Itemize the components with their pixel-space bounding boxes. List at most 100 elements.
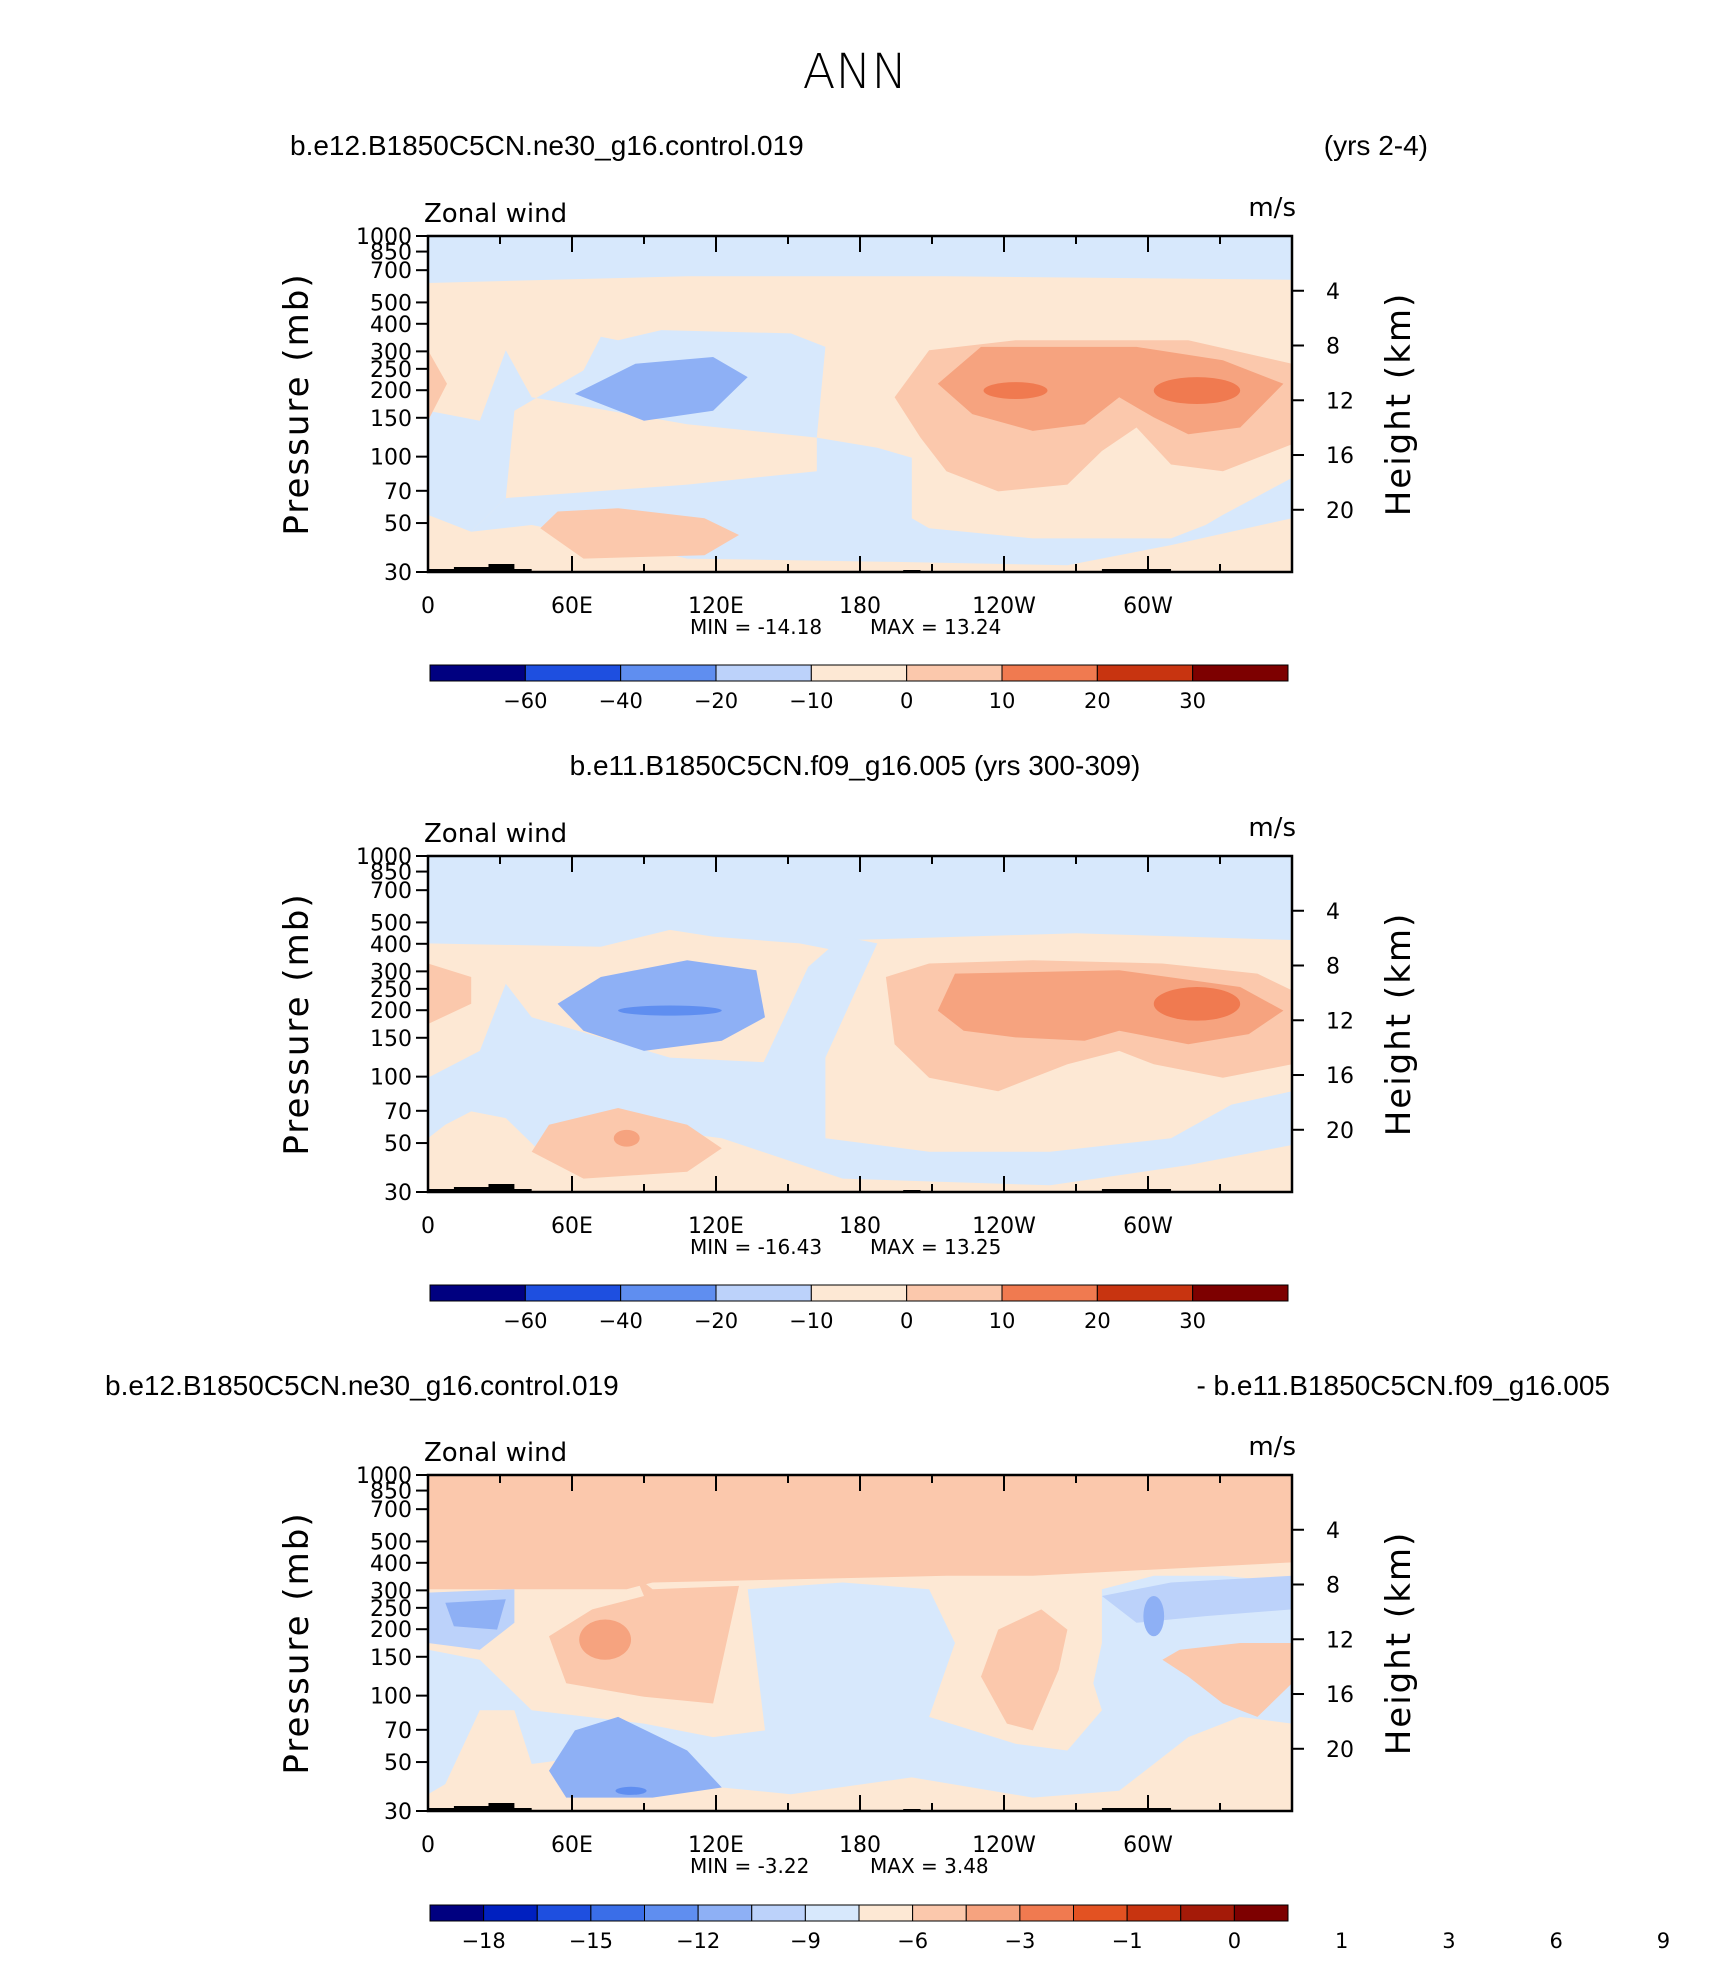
height-tick-label: 16 <box>1326 1064 1354 1089</box>
colorbar-box <box>810 664 908 682</box>
colorbar-box <box>524 1284 622 1302</box>
topography-bar <box>1101 1808 1172 1811</box>
colorbar-box <box>858 1904 914 1922</box>
pressure-tick-label: 400 <box>370 313 412 338</box>
colorbar-box <box>1192 664 1289 682</box>
colorbar: −18−15−12−9−6−3−101369121518 <box>429 1904 1670 1953</box>
pressure-tick-label: 850 <box>370 241 412 266</box>
colorbar-label: 10 <box>989 1309 1016 1333</box>
height-tick-label: 4 <box>1326 900 1340 925</box>
height-tick-label: 4 <box>1326 1519 1340 1544</box>
colorbar-box <box>1096 1284 1194 1302</box>
colorbar-label: 20 <box>1084 689 1111 713</box>
pressure-tick-label: 250 <box>370 978 412 1003</box>
case-title-left: b.e12.B1850C5CN.ne30_g16.control.019 <box>290 130 804 161</box>
colorbar-label: 0 <box>900 689 913 713</box>
height-tick-label: 8 <box>1326 1574 1340 1599</box>
colorbar-label: −20 <box>694 689 738 713</box>
pressure-tick-label: 70 <box>384 1719 412 1744</box>
panel-top: b.e12.B1850C5CN.ne30_g16.control.019 (yrs… <box>277 130 1428 713</box>
lon-tick-label: 180 <box>839 1214 881 1239</box>
pressure-tick-label: 30 <box>384 561 412 586</box>
colorbar-box <box>804 1904 860 1922</box>
colorbar-label: −10 <box>789 1309 833 1333</box>
colorbar-box <box>536 1904 592 1922</box>
colorbar-label: 3 <box>1442 1929 1455 1953</box>
colorbar-label: −15 <box>569 1929 613 1953</box>
lon-tick-label: 120E <box>688 594 744 619</box>
contour-positive-core <box>983 382 1048 399</box>
colorbar-label: 1 <box>1335 1929 1348 1953</box>
contour-positive-west-edge <box>428 963 472 1024</box>
colorbar-label: 10 <box>989 689 1016 713</box>
height-tick-label: 12 <box>1326 389 1354 414</box>
contour-field <box>428 1475 1292 1811</box>
contour-negative-lower <box>549 1716 722 1798</box>
ylabel-right: Height (km) <box>1379 912 1419 1137</box>
case-title-right: - b.e11.B1850C5CN.f09_g16.005 <box>1196 1370 1610 1401</box>
height-tick-label: 20 <box>1326 499 1354 524</box>
topography-bar <box>428 569 532 572</box>
pressure-tick-label: 200 <box>370 379 412 404</box>
height-tick-label: 8 <box>1326 955 1340 980</box>
contour-negative-lower-core <box>615 1786 647 1795</box>
units-label: m/s <box>1248 1432 1296 1462</box>
colorbar-label: 0 <box>1228 1929 1241 1953</box>
pressure-tick-label: 30 <box>384 1181 412 1206</box>
colorbar-box <box>1233 1904 1289 1922</box>
ylabel-left: Pressure (mb) <box>277 892 317 1155</box>
pressure-tick-label: 850 <box>370 1480 412 1505</box>
pressure-tick-label: 500 <box>370 911 412 936</box>
min-label: MIN = -14.18 <box>690 615 822 639</box>
colorbar-box <box>1096 664 1194 682</box>
lon-tick-label: 60W <box>1123 1214 1173 1239</box>
panel-middle: b.e11.B1850C5CN.f09_g16.005 (yrs 300-309… <box>277 750 1419 1333</box>
figure-title: ANN <box>803 44 908 100</box>
contour-positive-mid <box>981 1609 1068 1731</box>
pressure-tick-label: 150 <box>370 1027 412 1052</box>
pressure-tick-label: 100 <box>370 1066 412 1091</box>
pressure-tick-label: 50 <box>384 1751 412 1776</box>
lon-tick-label: 180 <box>839 594 881 619</box>
pressure-tick-label: 200 <box>370 999 412 1024</box>
colorbar-box <box>1019 1904 1074 1922</box>
lon-tick-label: 60E <box>551 1833 593 1858</box>
contour-positive-east-edge <box>1162 1643 1292 1717</box>
colorbar-box <box>1180 1904 1235 1922</box>
case-title: b.e11.B1850C5CN.f09_g16.005 (yrs 300-309… <box>570 750 1141 781</box>
ylabel-left: Pressure (mb) <box>277 1511 317 1774</box>
contour-negative-east-core <box>1143 1595 1165 1637</box>
colorbar-label: −20 <box>694 1309 738 1333</box>
contour-positive-jet-inner <box>937 346 1284 435</box>
height-tick-label: 16 <box>1326 1683 1354 1708</box>
topography-bar <box>1101 569 1172 572</box>
max-label: MAX = 13.25 <box>870 1235 1001 1259</box>
pressure-tick-label: 100 <box>370 446 412 471</box>
colorbar-box <box>965 1904 1021 1922</box>
height-tick-label: 12 <box>1326 1009 1354 1034</box>
colorbar-box <box>590 1904 645 1922</box>
pressure-tick-label: 250 <box>370 1597 412 1622</box>
max-label: MAX = 3.48 <box>870 1854 989 1878</box>
colorbar-box <box>1192 1284 1289 1302</box>
ylabel-right: Height (km) <box>1379 1531 1419 1756</box>
colorbar-label: −9 <box>790 1929 821 1953</box>
pressure-tick-label: 150 <box>370 407 412 432</box>
pressure-tick-label: 1000 <box>356 225 412 250</box>
colorbar-label: −10 <box>789 689 833 713</box>
pressure-tick-label: 300 <box>370 1579 412 1604</box>
contour-negative-max <box>618 1005 722 1016</box>
pressure-tick-label: 100 <box>370 1685 412 1710</box>
pressure-tick-label: 850 <box>370 861 412 886</box>
colorbar-label: −40 <box>599 689 643 713</box>
colorbar-box <box>429 1904 485 1922</box>
pressure-tick-label: 30 <box>384 1800 412 1825</box>
colorbar-label: 30 <box>1179 1309 1206 1333</box>
colorbar-box <box>697 1904 753 1922</box>
variable-label: Zonal wind <box>424 1438 567 1468</box>
height-tick-label: 20 <box>1326 1738 1354 1763</box>
colorbar: −60 −40 −20 −10 0 10 20 30 <box>429 664 1289 713</box>
pressure-tick-label: 300 <box>370 340 412 365</box>
colorbar-box <box>1126 1904 1182 1922</box>
